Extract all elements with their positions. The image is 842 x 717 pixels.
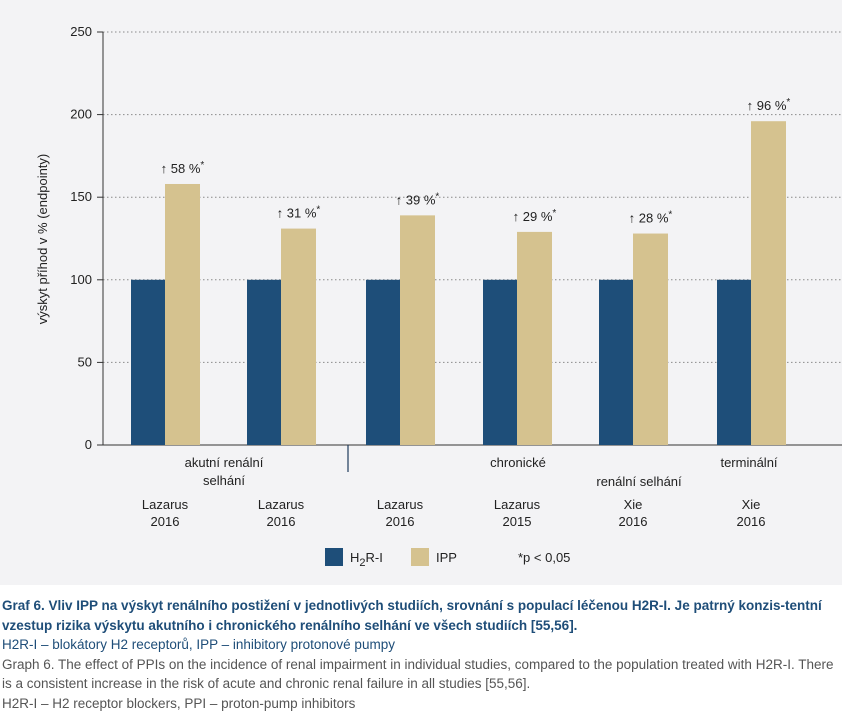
y-tick-label: 250 [70,24,92,39]
y-tick-label: 150 [70,189,92,204]
group-label: selhání [203,473,245,488]
caption-abbreviations-cz: H2R-I – blokátory H2 receptorů, IPP – in… [2,637,395,652]
legend-swatch-ipp [411,548,429,566]
legend-label-ipp: IPP [436,550,457,565]
x-label-year: 2016 [267,514,296,529]
group-label: terminální [720,455,777,470]
bar-ipp [281,228,316,445]
x-label-year: 2015 [503,514,532,529]
legend-significance-note: *p < 0,05 [518,550,570,565]
x-label-year: 2016 [386,514,415,529]
figure-caption: Graf 6. Vliv IPP na výskyt renálního pos… [2,596,840,713]
group-label: chronické [490,455,546,470]
caption-english: Graph 6. The effect of PPIs on the incid… [2,656,834,692]
x-label-year: 2016 [737,514,766,529]
group-label: renální selhání [596,474,682,489]
x-label-study: Xie [742,497,761,512]
bar-ipp [165,183,200,445]
bar-ipp [517,231,552,445]
chart-panel: 0 50 100 150 200 250 ↑ 58 %* ↑ 31 %* ↑ 39 %* ↑ 2… [0,0,842,585]
y-tick-label: 0 [85,437,92,452]
bar-h2ri [131,279,165,445]
caption-title: Graf 6. Vliv IPP na výskyt renálního pos… [2,598,822,633]
bar-h2ri [483,279,517,445]
data-label: ↑ 31 %* [277,205,321,221]
data-label: ↑ 58 %* [161,160,205,176]
data-label: ↑ 39 %* [396,191,440,207]
bar-ipp [400,215,435,445]
data-label: ↑ 29 %* [513,208,557,224]
y-tick-label: 200 [70,107,92,122]
x-label-study: Lazarus [377,497,424,512]
x-axis-labels: Lazarus 2016 Lazarus 2016 Lazarus 2016 Lazarus… [142,445,778,529]
data-label: ↑ 28 %* [629,210,673,226]
legend-label-h2ri: H2R-I [350,550,383,569]
y-axis-title: výskyt příhod v % (endpointy) [35,154,50,325]
data-label: ↑ 96 %* [747,97,791,113]
x-label-year: 2016 [151,514,180,529]
group-label: akutní renální [185,455,264,470]
bar-ipp [751,121,786,445]
x-label-study: Xie [624,497,643,512]
bar-h2ri [599,279,633,445]
x-label-year: 2016 [619,514,648,529]
y-tick-label: 50 [78,354,92,369]
x-label-study: Lazarus [494,497,541,512]
data-labels: ↑ 58 %* ↑ 31 %* ↑ 39 %* ↑ 29 %* ↑ 28 %* ↑ 96 … [161,97,791,225]
bar-ipp [633,233,668,445]
x-label-study: Lazarus [142,497,189,512]
bar-h2ri [717,279,751,445]
caption-abbreviations-en: H2R-I – H2 receptor blockers, PPI – prot… [2,695,356,711]
legend: H2R-I IPP *p < 0,05 [325,548,570,569]
y-tick-label: 100 [70,272,92,287]
legend-swatch-h2ri [325,548,343,566]
bar-h2ri [366,279,400,445]
bar-chart: 0 50 100 150 200 250 ↑ 58 %* ↑ 31 %* ↑ 39 %* ↑ 2… [35,24,842,569]
bar-h2ri [247,279,281,445]
x-label-study: Lazarus [258,497,305,512]
bars [131,121,786,445]
